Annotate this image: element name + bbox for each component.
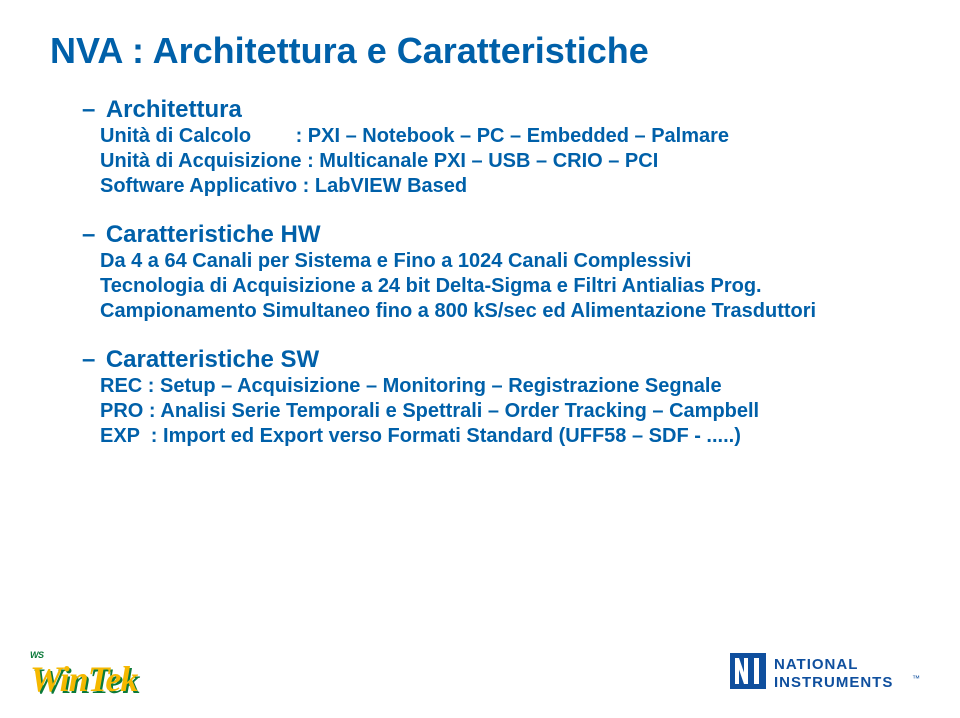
sw-row-rec: REC : Setup – Acquisizione – Monitoring …	[100, 374, 910, 399]
hw-line-2: Tecnologia di Acquisizione a 24 bit Delt…	[100, 274, 910, 299]
slide-content: NVA : Architettura e Caratteristiche – A…	[0, 0, 960, 449]
hw-line-1: Da 4 a 64 Canali per Sistema e Fino a 10…	[100, 249, 910, 274]
section-title-hw: Caratteristiche HW	[106, 221, 321, 248]
value: : PXI – Notebook – PC – Embedded – Palma…	[296, 124, 729, 149]
wintek-text: WinTek WinTek	[30, 658, 137, 700]
section-title-sw: Caratteristiche SW	[106, 346, 319, 373]
sw-row-exp: EXP : Import ed Export verso Formati Sta…	[100, 424, 910, 449]
svg-text:INSTRUMENTS: INSTRUMENTS	[774, 674, 893, 691]
bullet-dash: –	[82, 96, 95, 124]
ni-logo-svg: NATIONAL INSTRUMENTS ™	[730, 647, 930, 695]
label: EXP	[100, 424, 151, 449]
label: PRO	[100, 399, 149, 424]
label: Unità di Acquisizione	[100, 149, 307, 174]
bullet-dash: –	[82, 346, 95, 374]
label: Unità di Calcolo	[100, 124, 296, 149]
label: Software Applicativo	[100, 174, 303, 199]
slide-footer: WS WinTek WinTek NATIONAL INSTRUMENTS ™	[0, 640, 960, 718]
label: REC	[100, 374, 148, 399]
arch-row-acquisizione: Unità di Acquisizione : Multicanale PXI …	[100, 149, 910, 174]
svg-text:NATIONAL: NATIONAL	[774, 656, 858, 673]
value: : Analisi Serie Temporali e Spettrali – …	[149, 399, 759, 424]
slide-title: NVA : Architettura e Caratteristiche	[50, 30, 910, 72]
wintek-logo: WS WinTek WinTek	[30, 658, 137, 700]
value: : Setup – Acquisizione – Monitoring – Re…	[148, 374, 722, 399]
section-hw: – Caratteristiche HW Da 4 a 64 Canali pe…	[82, 221, 910, 324]
hw-line-3: Campionamento Simultaneo fino a 800 kS/s…	[100, 299, 910, 324]
value: : Multicanale PXI – USB – CRIO – PCI	[307, 149, 658, 174]
svg-text:™: ™	[912, 674, 920, 683]
arch-row-software: Software Applicativo : LabVIEW Based	[100, 174, 910, 199]
bullet-dash: –	[82, 221, 95, 249]
value: : Import ed Export verso Formati Standar…	[151, 424, 741, 449]
section-sw: – Caratteristiche SW REC : Setup – Acqui…	[82, 346, 910, 449]
section-architettura: – Architettura Unità di Calcolo : PXI – …	[82, 96, 910, 199]
value: : LabVIEW Based	[303, 174, 467, 199]
arch-row-calcolo: Unità di Calcolo : PXI – Notebook – PC –…	[100, 124, 910, 149]
sw-row-pro: PRO : Analisi Serie Temporali e Spettral…	[100, 399, 910, 424]
national-instruments-logo: NATIONAL INSTRUMENTS ™	[730, 647, 930, 700]
section-title-arch: Architettura	[106, 96, 242, 123]
